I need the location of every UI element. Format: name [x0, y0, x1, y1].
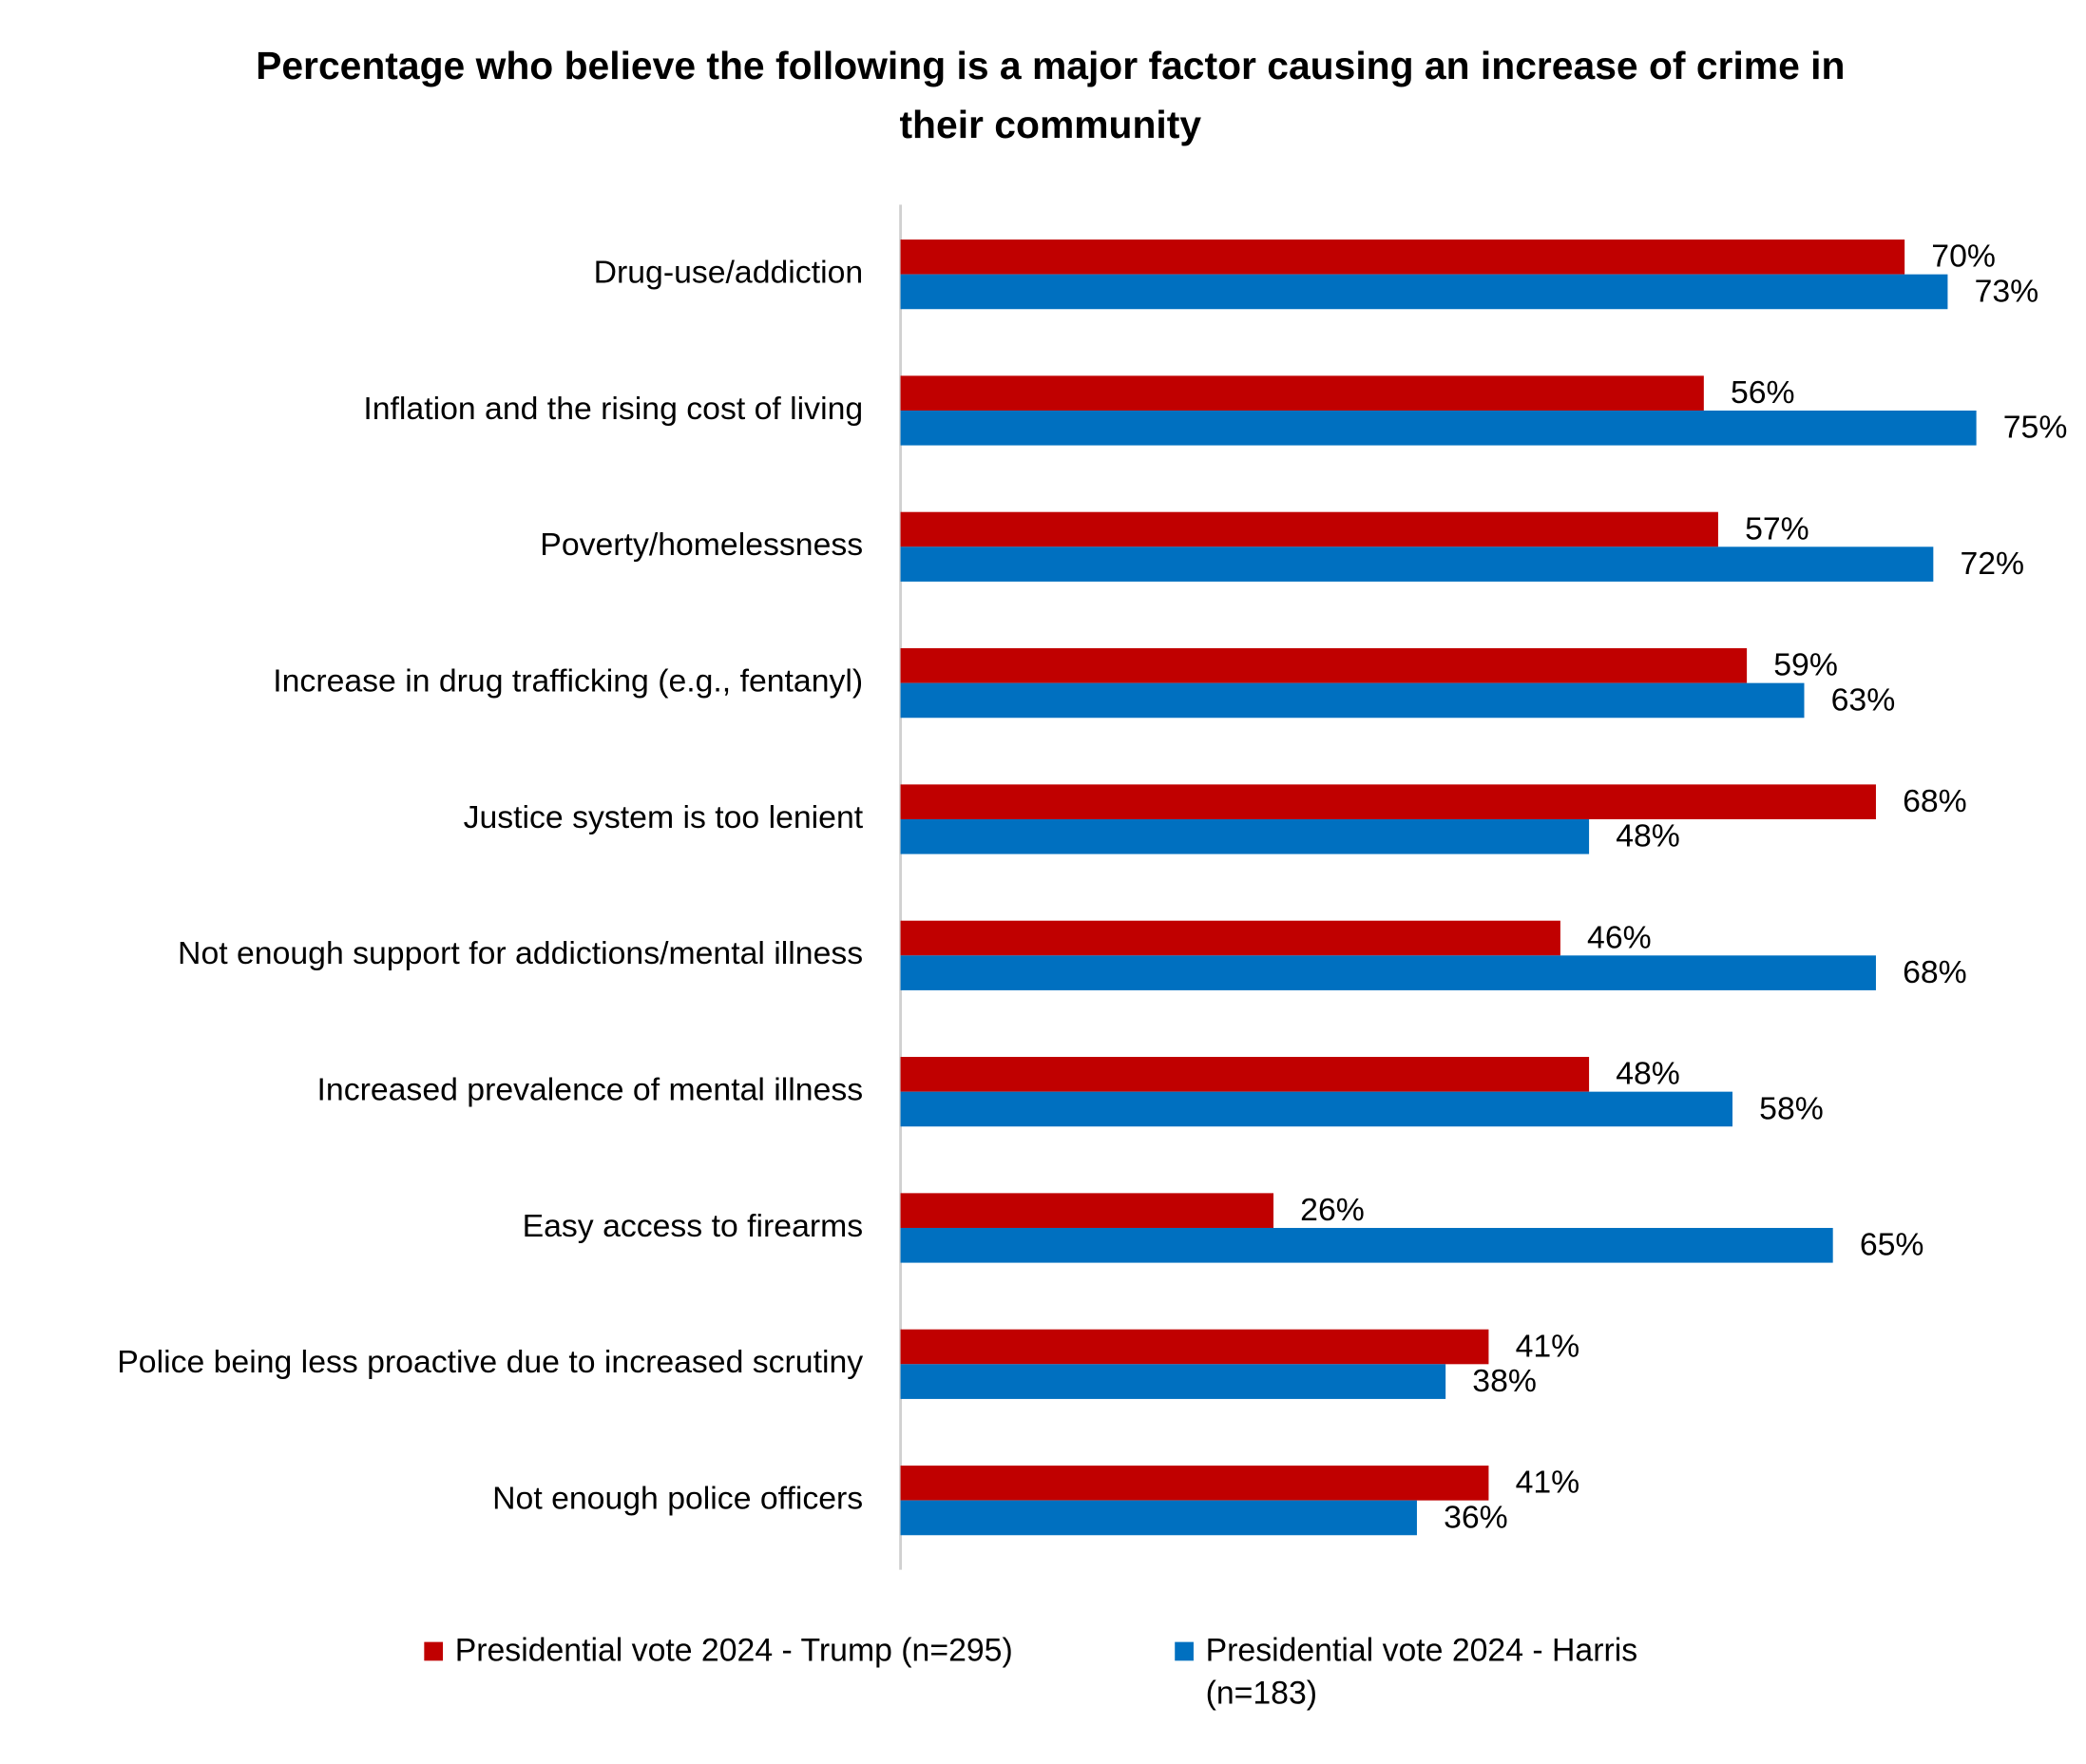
value-label: 65%: [1860, 1227, 1924, 1263]
value-label: 63%: [1831, 681, 1896, 718]
y-tick-label: Poverty/homelessness: [540, 527, 863, 563]
y-tick-label: Not enough support for addictions/mental…: [178, 935, 863, 971]
bar: [900, 274, 1948, 310]
legend-label: Presidential vote 2024 - Harris (n=183): [1205, 1632, 1638, 1712]
bar: [900, 410, 1977, 446]
value-label: 48%: [1616, 1056, 1680, 1092]
chart-title: Percentage who believe the following is …: [256, 45, 1846, 147]
value-label: 75%: [2003, 410, 2068, 446]
bar: [900, 1091, 1733, 1127]
value-label: 68%: [1903, 783, 1967, 819]
bar: [900, 1364, 1446, 1399]
y-tick-label: Increase in drug trafficking (e.g., fent…: [273, 663, 863, 700]
value-label: 70%: [1931, 239, 1996, 275]
bar: [900, 1500, 1417, 1536]
value-label: 41%: [1516, 1465, 1580, 1501]
y-tick-label: Inflation and the rising cost of living: [363, 391, 863, 427]
y-tick-label: Justice system is too lenient: [464, 799, 864, 835]
y-tick-label: Police being less proactive due to incre…: [117, 1344, 863, 1380]
bar: [900, 240, 1905, 275]
legend-item: Presidential vote 2024 - Trump (n=295): [424, 1630, 1120, 1673]
legend-item: Presidential vote 2024 - Harris (n=183): [1175, 1630, 1683, 1716]
bar: [900, 511, 1718, 547]
value-label: 56%: [1731, 374, 1795, 411]
value-label: 26%: [1300, 1192, 1365, 1228]
bar: [900, 375, 1704, 411]
bar: [900, 546, 1934, 582]
bar: [900, 1227, 1833, 1263]
value-label: 38%: [1472, 1363, 1537, 1399]
bar: [900, 1329, 1489, 1365]
value-label: 36%: [1444, 1499, 1508, 1535]
legend-swatch: [424, 1641, 444, 1661]
y-tick-label: Increased prevalence of mental illness: [317, 1072, 864, 1108]
value-label: 72%: [1960, 546, 2024, 582]
bar: [900, 818, 1590, 854]
value-label: 41%: [1516, 1328, 1580, 1364]
y-tick-label: Drug-use/addiction: [594, 255, 864, 291]
value-label: 48%: [1616, 818, 1680, 854]
value-label: 58%: [1759, 1090, 1824, 1126]
y-tick-label: Easy access to firearms: [523, 1208, 864, 1244]
value-label: 46%: [1587, 919, 1652, 955]
value-label: 57%: [1745, 510, 1809, 546]
legend-label: Presidential vote 2024 - Trump (n=295): [454, 1632, 1013, 1669]
bar: [900, 1193, 1274, 1228]
value-label: 73%: [1975, 273, 2039, 309]
y-tick-label: Not enough police officers: [492, 1481, 863, 1517]
value-label: 59%: [1773, 647, 1838, 683]
value-label: 68%: [1903, 954, 1967, 990]
bar: [900, 955, 1876, 990]
bar: [900, 682, 1805, 719]
bar: [900, 920, 1560, 956]
bar: [900, 784, 1876, 819]
legend-swatch: [1175, 1641, 1194, 1661]
bar: [900, 648, 1748, 683]
bar: [900, 1057, 1590, 1092]
bar: [900, 1466, 1489, 1501]
